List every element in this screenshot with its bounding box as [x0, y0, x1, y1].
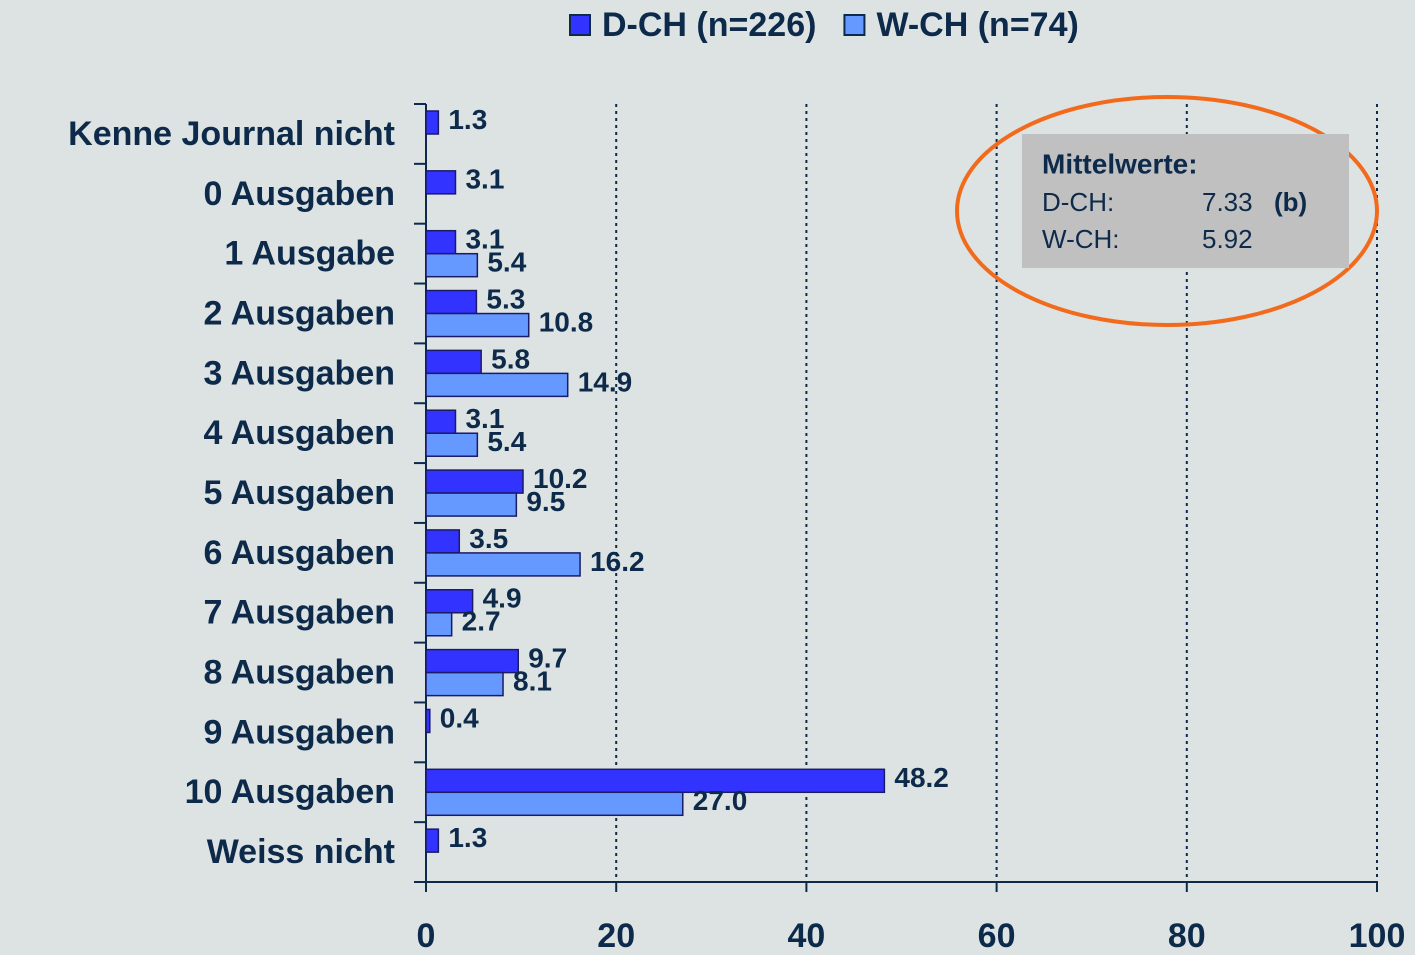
value-label: 5.4 [487, 247, 526, 278]
value-label: 16.2 [590, 546, 645, 577]
bar [425, 529, 461, 554]
x-tick-label: 80 [1168, 917, 1206, 955]
bar [425, 648, 519, 674]
bar [425, 469, 524, 494]
value-label: 27.0 [693, 785, 748, 816]
bar [425, 768, 886, 794]
annotation-box [1022, 134, 1349, 268]
y-tick-label: 0 Ausgaben [204, 175, 395, 213]
legend-label: D-CH (n=226) [602, 6, 816, 44]
bar [425, 229, 457, 255]
bar [425, 372, 569, 398]
annotation-title: Mittelwerte: [1042, 148, 1198, 179]
bar [425, 110, 440, 135]
value-label: 1.3 [448, 822, 487, 853]
value-label: 4.9 [483, 583, 522, 614]
annotation-value: 5.92 [1202, 224, 1253, 254]
bar [425, 409, 457, 434]
value-label: 3.1 [465, 403, 504, 434]
x-tick-label: 20 [597, 917, 635, 955]
x-tick-label: 60 [978, 917, 1016, 955]
y-tick-label: Kenne Journal nicht [68, 115, 395, 153]
legend-swatch [843, 14, 866, 36]
x-tick-label: 40 [787, 917, 825, 955]
y-tick-label: 7 Ausgaben [204, 594, 395, 632]
x-tick-label: 100 [1349, 917, 1406, 955]
value-label: 3.5 [469, 523, 508, 554]
bar [425, 552, 581, 577]
bar [425, 432, 479, 457]
value-label: 10.2 [533, 463, 588, 494]
bar [425, 708, 431, 734]
x-tick-label: 0 [417, 917, 436, 955]
bar [425, 671, 504, 697]
annotation-note: (b) [1274, 187, 1307, 217]
legend-label: W-CH (n=74) [876, 6, 1078, 44]
bar [425, 349, 482, 375]
bar [425, 170, 457, 195]
bar [425, 828, 440, 853]
value-label: 5.3 [486, 283, 525, 314]
y-tick-label: 1 Ausgabe [224, 235, 395, 273]
y-tick-label: 9 Ausgaben [204, 713, 395, 751]
value-label: 5.4 [487, 426, 526, 457]
y-tick-label: 3 Ausgaben [204, 354, 395, 392]
value-label: 2.7 [462, 606, 501, 637]
annotation-label: D-CH: [1042, 187, 1114, 217]
y-tick-label: 4 Ausgaben [204, 414, 395, 452]
annotation-label: W-CH: [1042, 224, 1120, 254]
value-label: 3.1 [465, 224, 504, 255]
value-label: 1.3 [448, 104, 487, 135]
value-label: 9.5 [526, 486, 565, 517]
y-tick-label: Weiss nicht [207, 833, 395, 871]
y-tick-label: 8 Ausgaben [204, 654, 395, 692]
bar [425, 312, 530, 338]
value-label: 9.7 [528, 643, 567, 674]
value-label: 5.8 [491, 343, 530, 374]
bar [425, 791, 684, 817]
annotation-value: 7.33 [1202, 187, 1253, 217]
value-label: 8.1 [513, 666, 552, 697]
bar [425, 252, 479, 278]
y-tick-label: 2 Ausgaben [204, 294, 395, 332]
highlight-ellipse [955, 95, 1379, 327]
value-label: 3.1 [465, 164, 504, 195]
y-tick-label: 5 Ausgaben [204, 474, 395, 512]
value-label: 10.8 [539, 306, 594, 337]
bar [425, 612, 453, 637]
value-label: 0.4 [440, 702, 479, 733]
bar [425, 289, 478, 315]
value-label: 14.9 [578, 366, 633, 397]
y-tick-label: 6 Ausgaben [204, 534, 395, 572]
bar [425, 492, 518, 517]
y-tick-label: 10 Ausgaben [185, 773, 395, 811]
legend-swatch [569, 14, 591, 36]
value-label: 48.2 [894, 762, 949, 793]
